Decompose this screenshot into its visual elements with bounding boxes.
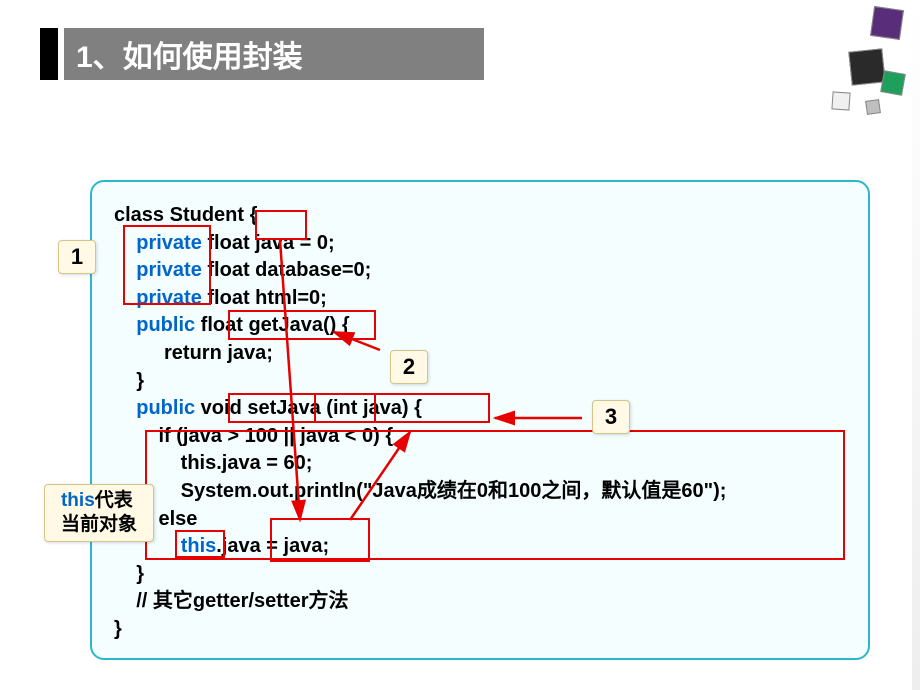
title-accent — [40, 28, 58, 80]
code-line: return java; — [114, 342, 273, 364]
code-line: } — [114, 618, 122, 640]
code-box: class Student { private float java = 0; … — [90, 180, 870, 660]
kw-public: public — [136, 314, 195, 336]
code-line: if (java > 100 || java < 0) { — [114, 425, 393, 447]
kw-private: private — [136, 232, 202, 254]
callout-3: 3 — [592, 400, 630, 434]
code-line: } — [114, 563, 144, 585]
callout-this: this代表当前对象 — [44, 484, 154, 542]
kw-this: this — [181, 535, 217, 557]
kw-private: private — [136, 287, 202, 309]
code-line: System.out.println("Java成绩在0和100之间，默认值是6… — [114, 480, 726, 502]
cubes-decoration — [820, 0, 920, 130]
callout-2: 2 — [390, 350, 428, 384]
code-line: this.java = 60; — [114, 452, 312, 474]
code-line: class Student { — [114, 204, 257, 226]
kw-private: private — [136, 259, 202, 281]
kw-public: public — [136, 397, 195, 419]
callout-1: 1 — [58, 240, 96, 274]
title-bar: 1、如何使用封装 — [40, 28, 484, 80]
code-line: // 其它getter/setter方法 — [114, 590, 349, 612]
code-line: } — [114, 370, 144, 392]
page-title: 1、如何使用封装 — [64, 28, 484, 80]
